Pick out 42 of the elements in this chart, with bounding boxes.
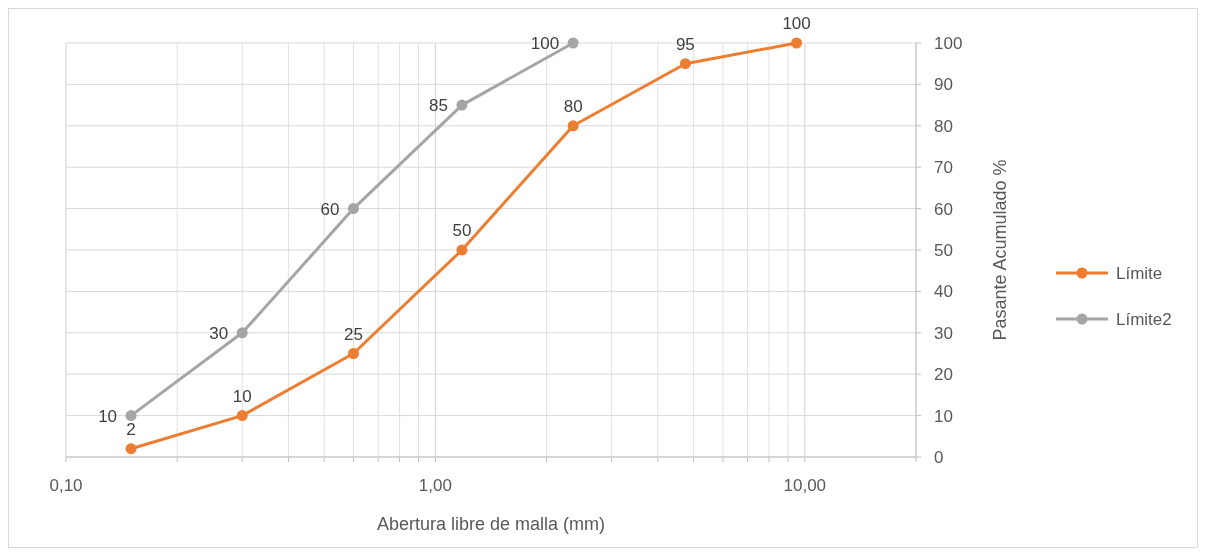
- point: [456, 99, 468, 111]
- data-label: 30: [209, 323, 229, 343]
- y-tick-label: 90: [934, 75, 953, 95]
- y-tick-label: 50: [934, 241, 953, 260]
- data-label: 100: [782, 14, 811, 33]
- legend-label: Límite: [1116, 264, 1163, 283]
- point: [679, 58, 691, 70]
- data-label: 50: [452, 221, 472, 240]
- x-tick-label: 0,10: [49, 476, 83, 495]
- point: [456, 244, 468, 256]
- point: [791, 37, 803, 49]
- x-axis-title: Abertura libre de malla (mm): [376, 514, 606, 534]
- point: [236, 410, 248, 422]
- y-tick-label: 100: [934, 34, 963, 53]
- data-label: 85: [429, 96, 448, 116]
- y-tick-label: 10: [934, 406, 953, 426]
- y-axis-title: Pasante Acumulado %: [990, 159, 1010, 341]
- point: [125, 410, 137, 422]
- y-tick-label: 0: [934, 448, 944, 467]
- data-label: 100: [530, 34, 560, 53]
- data-label: 80: [563, 96, 583, 116]
- data-label: 10: [232, 386, 252, 406]
- point: [347, 348, 359, 359]
- y-tick-label: 80: [934, 116, 953, 136]
- x-tick-label: 10,00: [783, 476, 827, 495]
- y-tick-label: 60: [934, 199, 953, 219]
- data-label: 95: [675, 34, 695, 54]
- point: [567, 120, 579, 132]
- y-tick-label: 20: [934, 365, 953, 385]
- data-label: 10: [98, 406, 118, 426]
- point: [236, 327, 248, 339]
- x-tick-label: 1,00: [418, 476, 452, 495]
- y-tick-label: 40: [934, 282, 953, 302]
- point: [347, 203, 359, 215]
- data-label: 60: [320, 199, 340, 219]
- data-label: 25: [343, 324, 363, 344]
- point: [125, 443, 137, 455]
- y-tick-label: 30: [934, 323, 953, 343]
- y-tick-label: 70: [934, 158, 953, 178]
- legend-label: Límite2: [1116, 310, 1172, 329]
- point: [567, 37, 579, 49]
- data-label: 2: [126, 419, 136, 439]
